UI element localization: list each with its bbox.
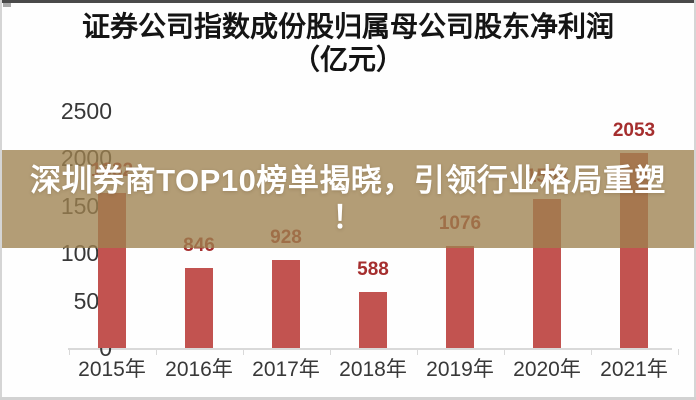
headline-overlay: 深圳券商TOP10榜单揭晓，引领行业格局重塑 ！ <box>0 150 696 248</box>
x-axis-tick <box>590 349 592 355</box>
x-axis-line <box>68 348 672 350</box>
bar-2018年 <box>359 292 387 348</box>
x-axis-category-label: 2016年 <box>165 358 233 381</box>
x-axis-category-label: 2019年 <box>426 358 494 381</box>
bar-2019年 <box>446 245 474 348</box>
x-axis-tick <box>329 349 331 355</box>
x-axis-tick <box>68 349 70 355</box>
headline-text-line2: ！ <box>332 200 364 235</box>
x-axis-category-label: 2020年 <box>513 358 581 381</box>
chart-title: 证券公司指数成份股归属母公司股东净利润 （亿元） <box>0 10 696 76</box>
right-border <box>694 0 696 400</box>
x-axis-tick <box>677 349 679 355</box>
x-axis-tick <box>242 349 244 355</box>
left-border <box>0 0 2 400</box>
y-axis-tick-label: 2500 <box>60 97 112 124</box>
bar-value-label: 588 <box>357 259 389 281</box>
corner-artifact <box>3 3 11 7</box>
bar-2017年 <box>272 259 300 348</box>
top-border <box>0 0 696 3</box>
x-axis-category-label: 2018年 <box>339 358 407 381</box>
x-axis-category-label: 2021年 <box>600 358 668 381</box>
bar-value-label: 2053 <box>612 119 656 141</box>
bar-2016年 <box>185 267 213 348</box>
bottom-border <box>0 397 696 400</box>
x-axis-category-label: 2017年 <box>252 358 320 381</box>
x-axis-tick <box>155 349 157 355</box>
x-axis-category-label: 2015年 <box>78 358 146 381</box>
headline-text-line1: 深圳券商TOP10榜单揭晓，引领行业格局重塑 <box>30 163 666 198</box>
chart-title-line2: （亿元） <box>291 44 404 75</box>
chart-title-line1: 证券公司指数成份股归属母公司股东净利润 <box>81 11 614 42</box>
x-axis-tick <box>416 349 418 355</box>
x-axis-tick <box>503 349 505 355</box>
